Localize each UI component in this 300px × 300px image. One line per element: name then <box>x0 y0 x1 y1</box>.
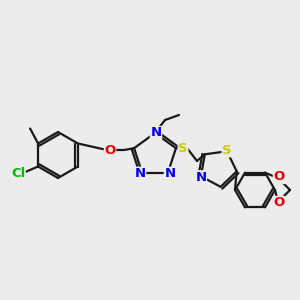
Text: S: S <box>178 142 188 154</box>
Text: Cl: Cl <box>11 167 25 180</box>
Text: N: N <box>195 171 206 184</box>
Text: O: O <box>273 170 285 184</box>
Text: S: S <box>222 144 232 157</box>
Text: O: O <box>104 143 116 157</box>
Text: N: N <box>150 127 162 140</box>
Text: N: N <box>164 167 175 180</box>
Text: N: N <box>134 167 146 180</box>
Text: O: O <box>273 196 285 209</box>
